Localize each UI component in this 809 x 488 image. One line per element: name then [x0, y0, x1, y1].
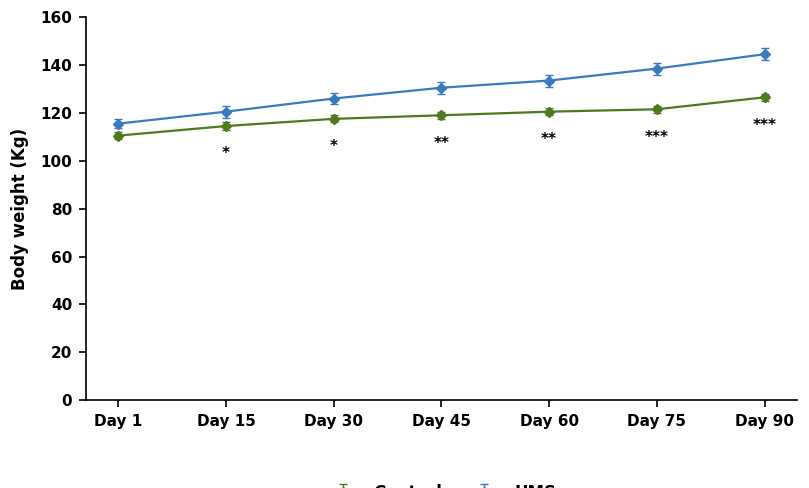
Text: **: ** [541, 132, 557, 147]
Text: **: ** [434, 136, 450, 151]
Text: ***: *** [752, 118, 777, 133]
Text: ***: *** [645, 130, 669, 144]
Text: *: * [222, 146, 230, 162]
Text: *: * [330, 139, 337, 154]
Y-axis label: Body weight (Kg): Body weight (Kg) [11, 127, 29, 290]
Legend: Control, UMS: Control, UMS [320, 477, 563, 488]
